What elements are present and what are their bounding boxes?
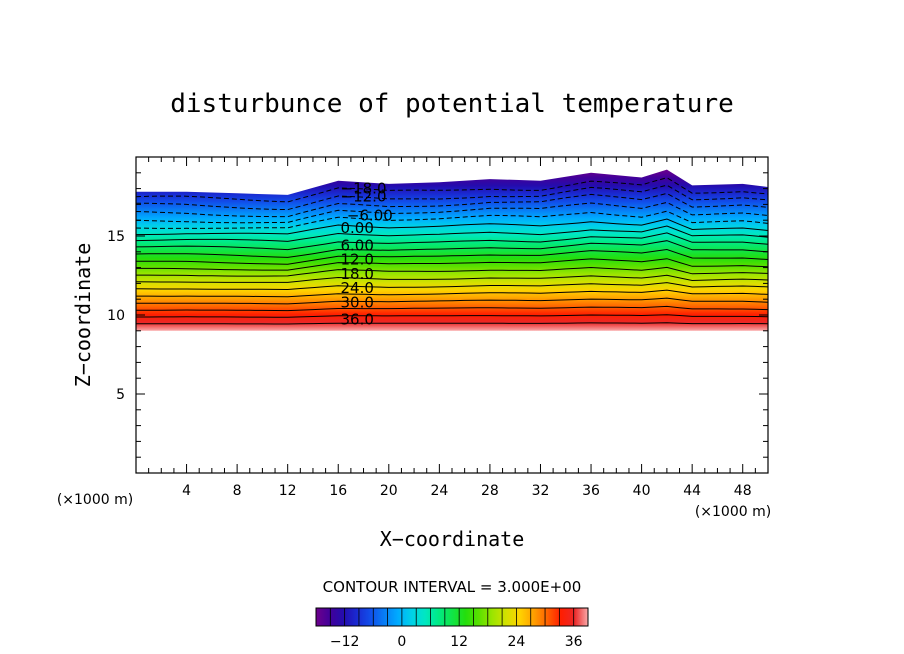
contour-label: 30.0 [340, 293, 373, 311]
contour-line [136, 210, 768, 229]
contour-line [136, 305, 768, 312]
colorbar-frame [315, 607, 589, 627]
contour-line [136, 314, 768, 318]
x-tick-label: 24 [430, 483, 448, 499]
contour-line [136, 184, 768, 211]
contour-line [136, 258, 768, 271]
contour-line [136, 297, 768, 305]
contour-label: 0.00 [340, 219, 373, 237]
x-tick-label: 8 [233, 483, 242, 499]
contour-lines [136, 177, 768, 325]
contour-label: 18.0 [340, 265, 373, 283]
contour-label: 24.0 [340, 279, 373, 297]
contour-label: 36.0 [340, 311, 373, 329]
y-tick-label: 5 [116, 387, 125, 403]
colorbar-tick-label: 0 [397, 634, 406, 650]
contour-line [136, 177, 768, 203]
contour-line [136, 282, 768, 291]
y-axis-ticks: 5 10 15 [107, 172, 768, 458]
contour-label: 12.0 [340, 251, 373, 269]
contour-line [136, 218, 768, 236]
colorbar-tick-label: 36 [565, 634, 583, 650]
x-tick-label: 32 [532, 483, 550, 499]
colorbar-ticks: −12 0 12 24 36 [330, 634, 583, 650]
x-unit-right: (×1000 m) [695, 504, 771, 520]
x-tick-label: 44 [683, 483, 701, 499]
contour-label: −18.0 [341, 180, 387, 198]
x-axis-label: X−coordinate [380, 527, 525, 551]
contour-label: −12.0 [341, 188, 387, 206]
colorbar-tick-label: 24 [508, 634, 526, 650]
contour-line [136, 289, 768, 298]
colorbar [316, 608, 588, 626]
x-tick-label: 48 [734, 483, 752, 499]
x-tick-label: 4 [182, 483, 191, 499]
contour-line [136, 192, 768, 218]
y-tick-label: 10 [107, 308, 125, 324]
x-tick-label: 20 [380, 483, 398, 499]
colorbar-tick-label: 12 [450, 634, 468, 650]
contour-line [136, 274, 768, 283]
contour-label: 6.00 [340, 237, 373, 255]
contour-line [136, 225, 768, 242]
y-axis-label: Z−coordinate [71, 243, 95, 388]
colorbar-tick-label: −12 [330, 634, 360, 650]
contour-line [136, 201, 768, 224]
contour-label: −6.00 [347, 207, 393, 225]
contour-labels: −18.0−12.0−6.000.006.0012.018.024.030.03… [340, 180, 392, 329]
x-tick-label: 12 [279, 483, 297, 499]
x-tick-label: 28 [481, 483, 499, 499]
contour-line [136, 266, 768, 277]
y-tick-label: 15 [107, 229, 125, 245]
x-tick-label: 36 [582, 483, 600, 499]
contour-interval-text: CONTOUR INTERVAL = 3.000E+00 [323, 578, 582, 596]
contour-line [136, 322, 768, 325]
contour-line [136, 232, 768, 251]
x-axis-ticks: 4 8 12 16 20 24 28 32 36 40 44 48 [148, 157, 756, 499]
colorbar-cells [315, 608, 575, 626]
chart-title: disturbunce of potential temperature [170, 89, 734, 119]
x-tick-label: 40 [633, 483, 651, 499]
x-unit-left: (×1000 m) [57, 492, 133, 508]
x-tick-label: 16 [329, 483, 347, 499]
contour-line [136, 240, 768, 258]
contour-line [136, 248, 768, 265]
contour-field [136, 169, 768, 331]
contour-fill [136, 169, 768, 331]
